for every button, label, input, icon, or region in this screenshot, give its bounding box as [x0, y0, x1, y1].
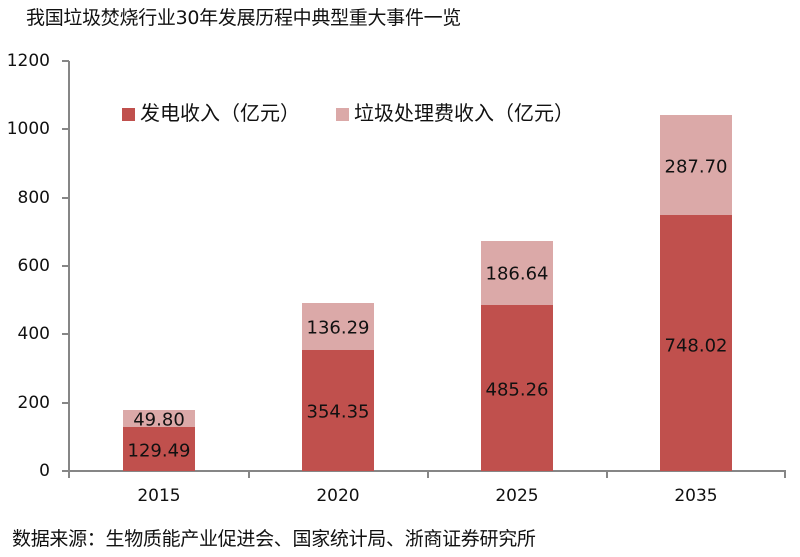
legend-item-fee: 垃圾处理费收入（亿元）: [336, 97, 574, 126]
data-label-power-2015: 129.49: [127, 440, 191, 462]
y-tick-label: 800: [17, 188, 50, 208]
legend-swatch-fee: [336, 108, 349, 121]
data-label-fee-2015: 49.80: [133, 409, 185, 431]
chart-title: 我国垃圾焚烧行业30年发展历程中典型重大事件一览: [26, 7, 461, 29]
bar-power-2025: [481, 305, 553, 471]
x-tick-label: 2015: [137, 486, 181, 506]
y-tick-label: 600: [17, 256, 50, 276]
bar-fee-2015: [123, 410, 195, 427]
y-tick: [62, 197, 69, 199]
chart-legend: 发电收入（亿元） 垃圾处理费收入（亿元）: [122, 97, 610, 126]
data-label-fee-2020: 136.29: [306, 317, 370, 339]
bar-power-2020: [302, 350, 374, 471]
x-tick: [248, 470, 250, 478]
data-source-note: 数据来源：生物质能产业促进会、国家统计局、浙商证券研究所: [12, 528, 536, 550]
x-tick-label: 2020: [316, 486, 360, 506]
y-tick: [62, 470, 69, 472]
y-tick-label: 200: [17, 393, 50, 413]
x-tick-label: 2035: [674, 486, 718, 506]
y-tick: [62, 265, 69, 267]
y-tick-label: 0: [39, 461, 50, 481]
x-tick: [606, 470, 608, 478]
y-tick: [62, 333, 69, 335]
data-label-power-2035: 748.02: [664, 335, 728, 357]
y-tick-label: 400: [17, 324, 50, 344]
legend-swatch-power: [122, 108, 135, 121]
bar-fee-2025: [481, 241, 553, 305]
x-tick: [427, 470, 429, 478]
legend-item-power: 发电收入（亿元）: [122, 97, 300, 126]
y-tick: [62, 60, 69, 62]
x-tick-label: 2025: [495, 486, 539, 506]
bar-power-2015: [123, 427, 195, 471]
bar-fee-2035: [660, 115, 732, 215]
x-axis-line: [62, 470, 786, 472]
bar-power-2035: [660, 215, 732, 471]
x-tick: [784, 470, 786, 478]
y-tick: [62, 128, 69, 130]
bar-fee-2020: [302, 303, 374, 350]
data-label-fee-2035: 287.70: [664, 156, 728, 178]
y-tick-label: 1000: [6, 119, 50, 139]
legend-label-fee: 垃圾处理费收入（亿元）: [354, 101, 574, 125]
data-label-power-2025: 485.26: [485, 379, 549, 401]
data-label-power-2020: 354.35: [306, 401, 370, 423]
y-tick: [62, 402, 69, 404]
legend-label-power: 发电收入（亿元）: [140, 101, 300, 125]
y-axis-line: [68, 61, 70, 472]
data-label-fee-2025: 186.64: [485, 263, 549, 285]
x-tick: [68, 470, 70, 478]
y-tick-label: 1200: [6, 51, 50, 71]
chart-plot-area: 0 200 400 600 800 1000 1200 129.49 49.80…: [6, 51, 786, 506]
